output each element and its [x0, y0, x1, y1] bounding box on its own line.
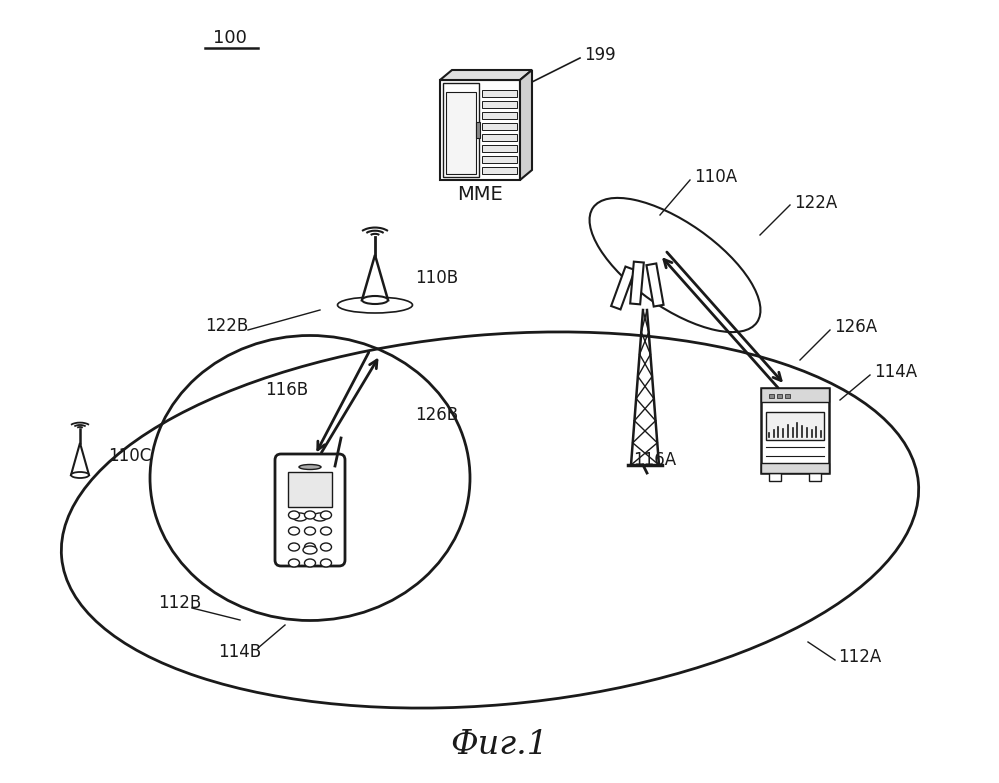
Polygon shape: [611, 266, 635, 309]
Text: 114A: 114A: [874, 363, 917, 381]
Bar: [761, 463, 829, 472]
FancyBboxPatch shape: [275, 454, 345, 566]
Polygon shape: [71, 443, 89, 475]
Polygon shape: [362, 255, 388, 300]
Bar: [482, 101, 517, 108]
Text: 122A: 122A: [794, 194, 837, 212]
Ellipse shape: [305, 543, 316, 551]
Ellipse shape: [321, 527, 332, 535]
Ellipse shape: [289, 559, 300, 567]
Bar: [482, 112, 517, 119]
Ellipse shape: [289, 543, 300, 551]
Bar: [443, 83, 479, 177]
Ellipse shape: [321, 559, 332, 567]
Bar: [777, 394, 782, 398]
Text: 112B: 112B: [158, 594, 201, 612]
Ellipse shape: [321, 511, 332, 519]
Text: 110A: 110A: [694, 168, 737, 186]
Bar: [446, 92, 476, 174]
Text: Фиг.1: Фиг.1: [450, 729, 548, 761]
Text: 114B: 114B: [218, 643, 261, 661]
Ellipse shape: [362, 296, 388, 304]
Bar: [761, 388, 829, 402]
Text: 122B: 122B: [205, 317, 248, 335]
Bar: [482, 123, 517, 130]
Bar: [769, 472, 781, 481]
Ellipse shape: [299, 464, 321, 470]
Polygon shape: [440, 70, 532, 80]
Bar: [785, 394, 790, 398]
Text: 100: 100: [213, 29, 247, 47]
Ellipse shape: [321, 543, 332, 551]
Bar: [482, 156, 517, 163]
Bar: [482, 90, 517, 97]
Text: MME: MME: [458, 186, 502, 204]
Ellipse shape: [305, 559, 316, 567]
Bar: [769, 394, 774, 398]
Ellipse shape: [289, 511, 300, 519]
Ellipse shape: [305, 527, 316, 535]
Text: 126B: 126B: [415, 406, 459, 424]
Polygon shape: [630, 262, 643, 305]
Text: 110B: 110B: [415, 269, 459, 287]
Bar: [482, 134, 517, 141]
Bar: [288, 472, 332, 507]
Polygon shape: [520, 70, 532, 180]
Bar: [766, 412, 824, 440]
Ellipse shape: [289, 527, 300, 535]
Bar: [476, 122, 480, 138]
Ellipse shape: [305, 511, 316, 519]
Text: 199: 199: [584, 46, 615, 64]
Ellipse shape: [313, 513, 327, 521]
Text: 116A: 116A: [633, 451, 676, 469]
Bar: [482, 167, 517, 174]
Bar: [761, 388, 829, 472]
Bar: [809, 472, 821, 481]
Bar: [440, 80, 520, 180]
Text: 126A: 126A: [834, 318, 877, 336]
Text: 112A: 112A: [838, 648, 881, 666]
Bar: [482, 145, 517, 152]
Text: 110C: 110C: [108, 447, 151, 465]
Ellipse shape: [303, 546, 317, 554]
Ellipse shape: [71, 472, 89, 478]
Polygon shape: [646, 263, 663, 307]
Text: 116B: 116B: [265, 381, 308, 399]
Ellipse shape: [293, 513, 307, 521]
